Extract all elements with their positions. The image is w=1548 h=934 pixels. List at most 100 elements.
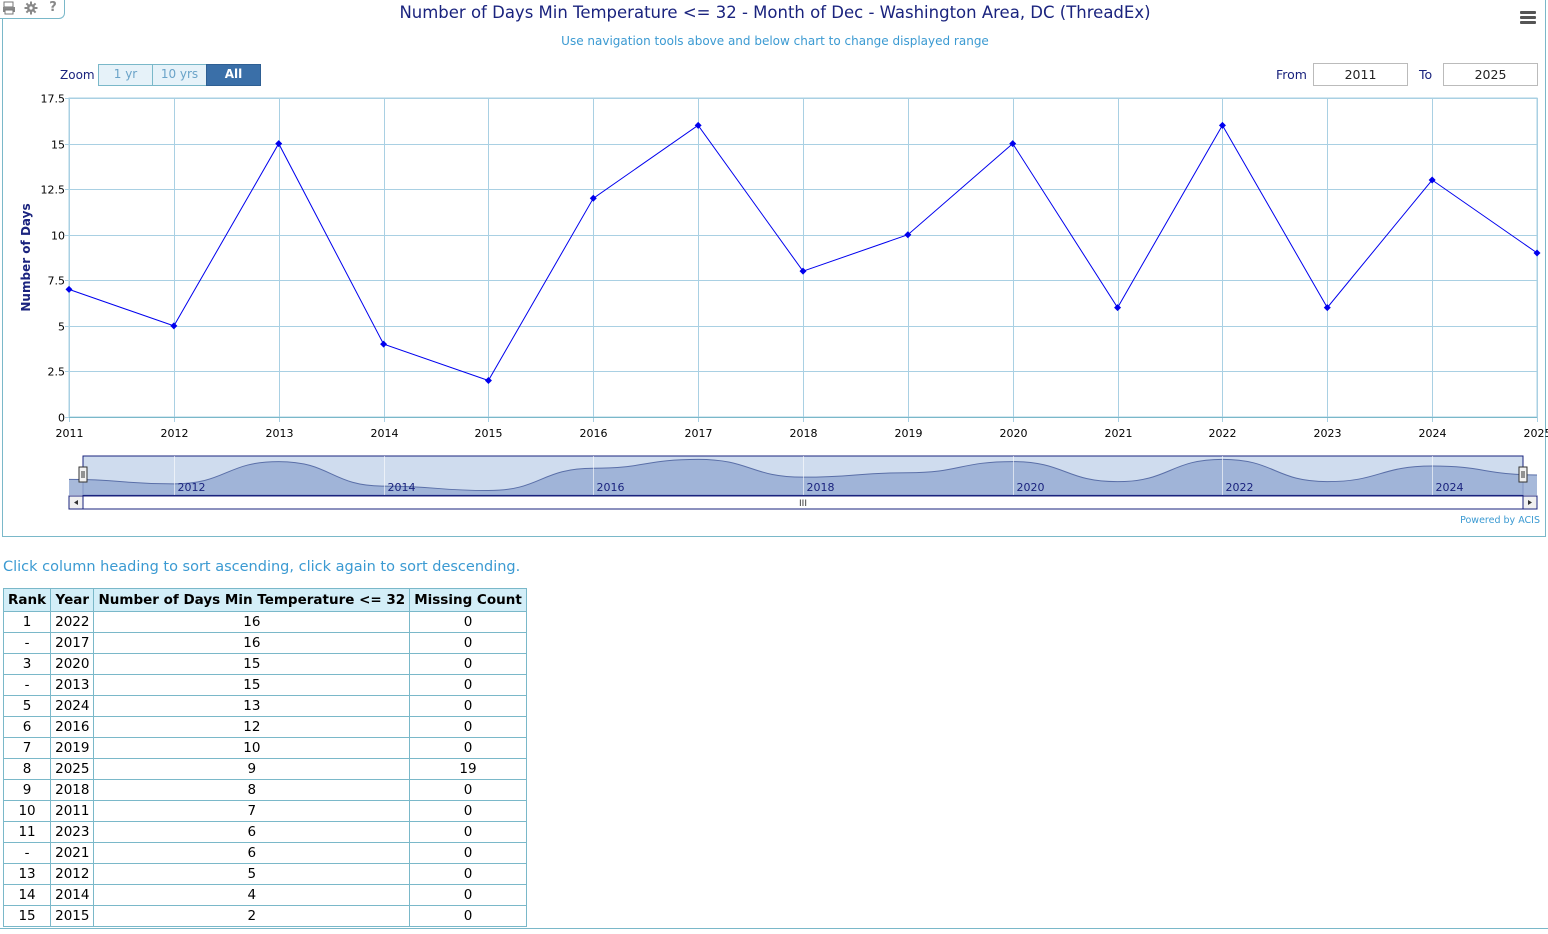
year-cell: 2011 [50,800,95,822]
printer-icon[interactable] [2,1,16,15]
x-tick-label: 2018 [790,427,818,440]
scrollbar-grip: III [799,499,807,509]
year-cell: 2012 [50,863,95,885]
column-header-rank[interactable]: Rank [2,588,52,612]
gear-icon[interactable] [24,1,38,15]
missing-cell: 0 [409,653,527,675]
rank-table: Rank Year Number of Days Min Temperature… [2,588,527,927]
data-point-marker [1009,140,1017,148]
y-axis-title: Number of Days [19,203,33,311]
column-header-year[interactable]: Year [50,588,95,612]
year-cell: 2017 [50,632,95,654]
year-cell: 2023 [50,821,95,843]
rank-cell: 9 [2,779,52,801]
hamburger-menu-icon[interactable] [1520,11,1536,25]
sort-hint: Click column heading to sort ascending, … [3,559,521,575]
data-point-marker [275,140,283,148]
x-tick-label: 2014 [371,427,399,440]
help-icon[interactable]: ? [49,0,57,15]
data-point-marker [1533,249,1541,257]
to-input[interactable] [1443,63,1538,86]
column-header-days[interactable]: Number of Days Min Temperature <= 32 [93,588,411,612]
zoom-1yr-button[interactable]: 1 yr [98,64,153,86]
rank-cell: 15 [2,905,52,927]
x-tick-label: 2012 [161,427,189,440]
bottom-divider [0,928,1548,929]
missing-cell: 0 [409,800,527,822]
data-point-marker [1218,121,1226,129]
credits-link[interactable]: Powered by ACIS [1460,515,1540,526]
missing-cell: 0 [409,632,527,654]
days-cell: 5 [93,863,411,885]
days-cell: 15 [93,653,411,675]
table-row: 11 2023 6 0 [2,821,527,843]
y-tick-label: 0 [58,412,65,425]
data-point-marker [65,285,73,293]
rank-cell: 14 [2,884,52,906]
navigator-tick-label: 2018 [807,481,835,494]
data-point-marker [170,322,178,330]
from-input[interactable] [1313,63,1408,86]
column-header-missing[interactable]: Missing Count [409,588,527,612]
y-tick-label: 12.5 [41,184,66,197]
data-point-marker [380,340,388,348]
table-row: 10 2011 7 0 [2,800,527,822]
navigator-line [68,458,1538,492]
table-row: 1 2022 16 0 [2,611,527,633]
chart-subtitle: Use navigation tools above and below cha… [561,34,989,48]
missing-cell: 0 [409,905,527,927]
days-cell: 16 [93,632,411,654]
to-label: To [1419,67,1433,82]
days-cell: 6 [93,821,411,843]
x-tick-label: 2022 [1209,427,1237,440]
x-tick-label: 2017 [685,427,713,440]
y-tick-label: 5 [58,321,65,334]
missing-cell: 0 [409,695,527,717]
from-label: From [1276,67,1307,82]
navigator-right-handle[interactable] [1518,466,1528,483]
navigator-left-handle[interactable] [78,466,88,483]
data-point-marker [484,377,492,385]
year-cell: 2013 [50,674,95,696]
data-point-marker [1428,176,1436,184]
year-cell: 2014 [50,884,95,906]
missing-cell: 0 [409,842,527,864]
x-tick-label: 2020 [1000,427,1028,440]
year-cell: 2018 [50,779,95,801]
y-tick-label: 10 [51,230,65,243]
missing-cell: 0 [409,611,527,633]
year-cell: 2021 [50,842,95,864]
navigator-tick-label: 2022 [1226,481,1254,494]
x-tick-label: 2013 [266,427,294,440]
days-cell: 12 [93,716,411,738]
rank-cell: 7 [2,737,52,759]
x-tick-label: 2016 [580,427,608,440]
days-cell: 6 [93,842,411,864]
table-row: 14 2014 4 0 [2,884,527,906]
year-cell: 2024 [50,695,95,717]
table-row: 8 2025 9 19 [2,758,527,780]
data-point-marker [1114,304,1122,312]
rank-cell: 10 [2,800,52,822]
navigator-tick-label: 2012 [178,481,206,494]
table-row: 7 2019 10 0 [2,737,527,759]
rank-cell: - [2,674,52,696]
days-cell: 8 [93,779,411,801]
rank-cell: 3 [2,653,52,675]
zoom-all-button[interactable]: All [206,64,261,86]
rank-cell: 13 [2,863,52,885]
chart-title: Number of Days Min Temperature <= 32 - M… [399,3,1151,22]
chart-toolbar: ? [0,0,65,19]
data-point-marker [694,121,702,129]
table-row: 9 2018 8 0 [2,779,527,801]
table-row: -2017 16 0 [2,632,527,654]
rank-cell: 11 [2,821,52,843]
days-cell: 9 [93,758,411,780]
year-cell: 2016 [50,716,95,738]
year-cell: 2015 [50,905,95,927]
missing-cell: 0 [409,737,527,759]
missing-cell: 0 [409,674,527,696]
chart-plot: 0 2.5 5 7.5 10 12.5 15 17.5 2011 2012 2013 2014 2015… [19,93,1548,510]
rank-cell: 6 [2,716,52,738]
year-cell: 2025 [50,758,95,780]
